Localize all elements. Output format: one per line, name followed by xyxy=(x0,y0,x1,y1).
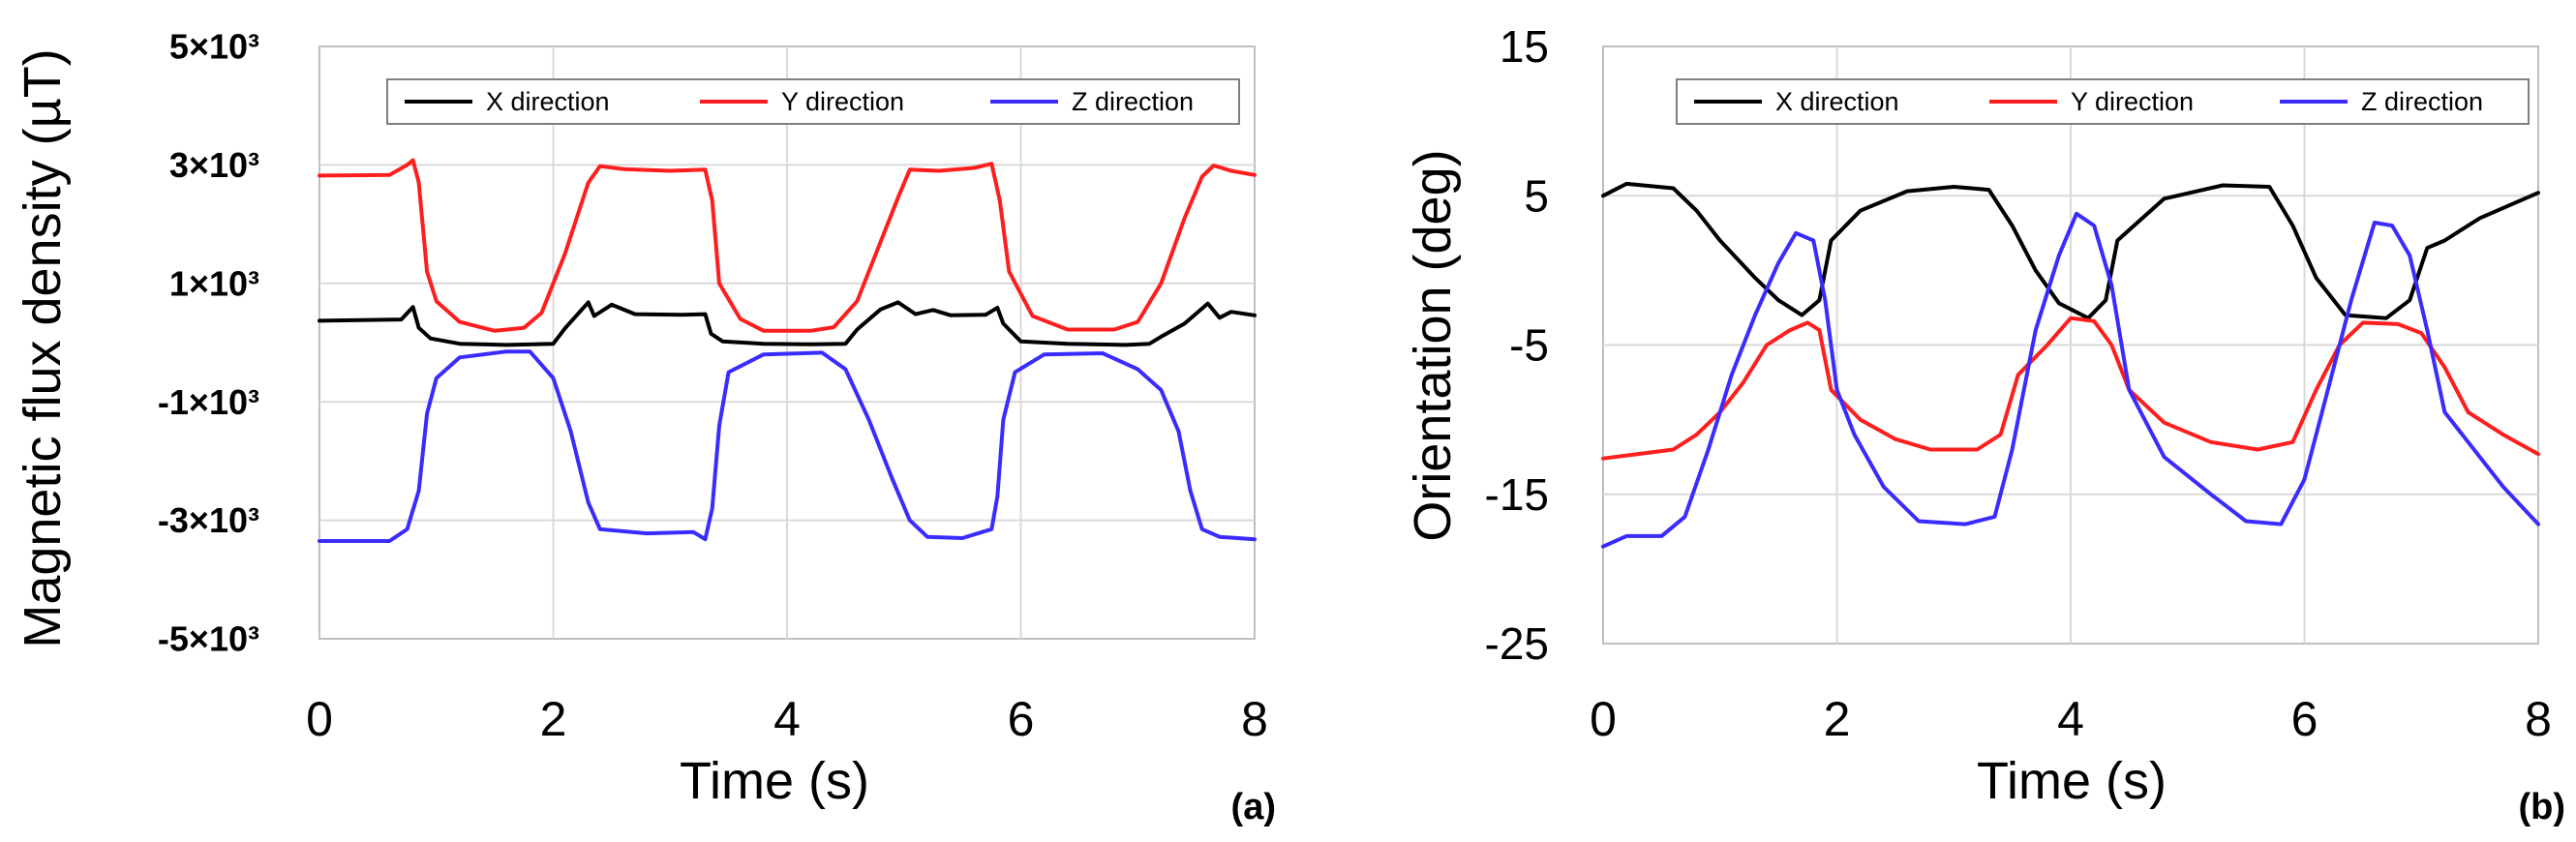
legend-box xyxy=(386,78,1240,125)
legend-entry: Y direction xyxy=(2071,87,2194,116)
legend-entry: Y direction xyxy=(781,87,904,116)
series-line-x-direction xyxy=(318,300,1257,347)
y-ticks-b: 15 5 -5 -15 -25 xyxy=(1485,21,1549,669)
legend-a: X direction Y direction Z direction xyxy=(386,78,1240,125)
x-ticks-b: 0 2 4 6 8 xyxy=(1590,692,2552,746)
series-line-y-direction xyxy=(318,158,1257,333)
x-tick-label: 0 xyxy=(1590,692,1617,746)
y-tick-label: 15 xyxy=(1500,21,1549,72)
x-tick-label: 8 xyxy=(1241,692,1268,746)
grid-b xyxy=(1603,46,2538,644)
series-line-z-direction xyxy=(318,349,1257,543)
y-axis-label-b: Orientation (deg) xyxy=(1404,149,1462,541)
y-tick-label: 3×10³ xyxy=(169,145,259,185)
legend-entry: Z direction xyxy=(1072,87,1194,116)
x-tick-label: 4 xyxy=(2057,692,2084,746)
y-tick-label: 5×10³ xyxy=(169,27,259,67)
x-tick-label: 6 xyxy=(2291,692,2318,746)
y-tick-label: -1×10³ xyxy=(158,382,259,422)
legend-b: X direction Y direction Z direction xyxy=(1676,78,2530,125)
y-tick-label: -15 xyxy=(1485,469,1549,520)
y-tick-label: 1×10³ xyxy=(169,263,259,303)
series-line-y-direction xyxy=(1601,316,2540,461)
x-tick-label: 6 xyxy=(1008,692,1035,746)
panel-label-a: (a) xyxy=(1231,787,1276,827)
y-ticks-a: 5×10³ 3×10³ 1×10³ -1×10³ -3×10³ -5×10³ xyxy=(158,27,259,659)
x-axis-label-b: Time (s) xyxy=(1977,752,2167,810)
x-axis-label-a: Time (s) xyxy=(680,752,869,810)
legend-entry: X direction xyxy=(486,87,610,116)
y-tick-label: -3×10³ xyxy=(158,500,259,540)
x-tick-label: 2 xyxy=(1824,692,1851,746)
legend-box xyxy=(1676,78,2530,125)
x-tick-label: 2 xyxy=(540,692,567,746)
x-ticks-a: 0 2 4 6 8 xyxy=(306,692,1268,746)
y-tick-label: -5×10³ xyxy=(158,619,259,659)
legend-entry: X direction xyxy=(1775,87,1899,116)
y-axis-label-a: Magnetic flux density (µT) xyxy=(14,48,72,647)
series-line-z-direction xyxy=(1601,211,2540,549)
series-b xyxy=(1601,181,2540,549)
x-tick-label: 8 xyxy=(2525,692,2552,746)
y-tick-label: 5 xyxy=(1524,170,1549,221)
panel-label-b: (b) xyxy=(2518,787,2565,827)
series-a xyxy=(318,158,1257,543)
y-tick-label: -25 xyxy=(1485,618,1549,669)
x-tick-label: 0 xyxy=(306,692,333,746)
x-tick-label: 4 xyxy=(773,692,801,746)
legend-entry: Z direction xyxy=(2361,87,2483,116)
y-tick-label: -5 xyxy=(1509,320,1549,371)
